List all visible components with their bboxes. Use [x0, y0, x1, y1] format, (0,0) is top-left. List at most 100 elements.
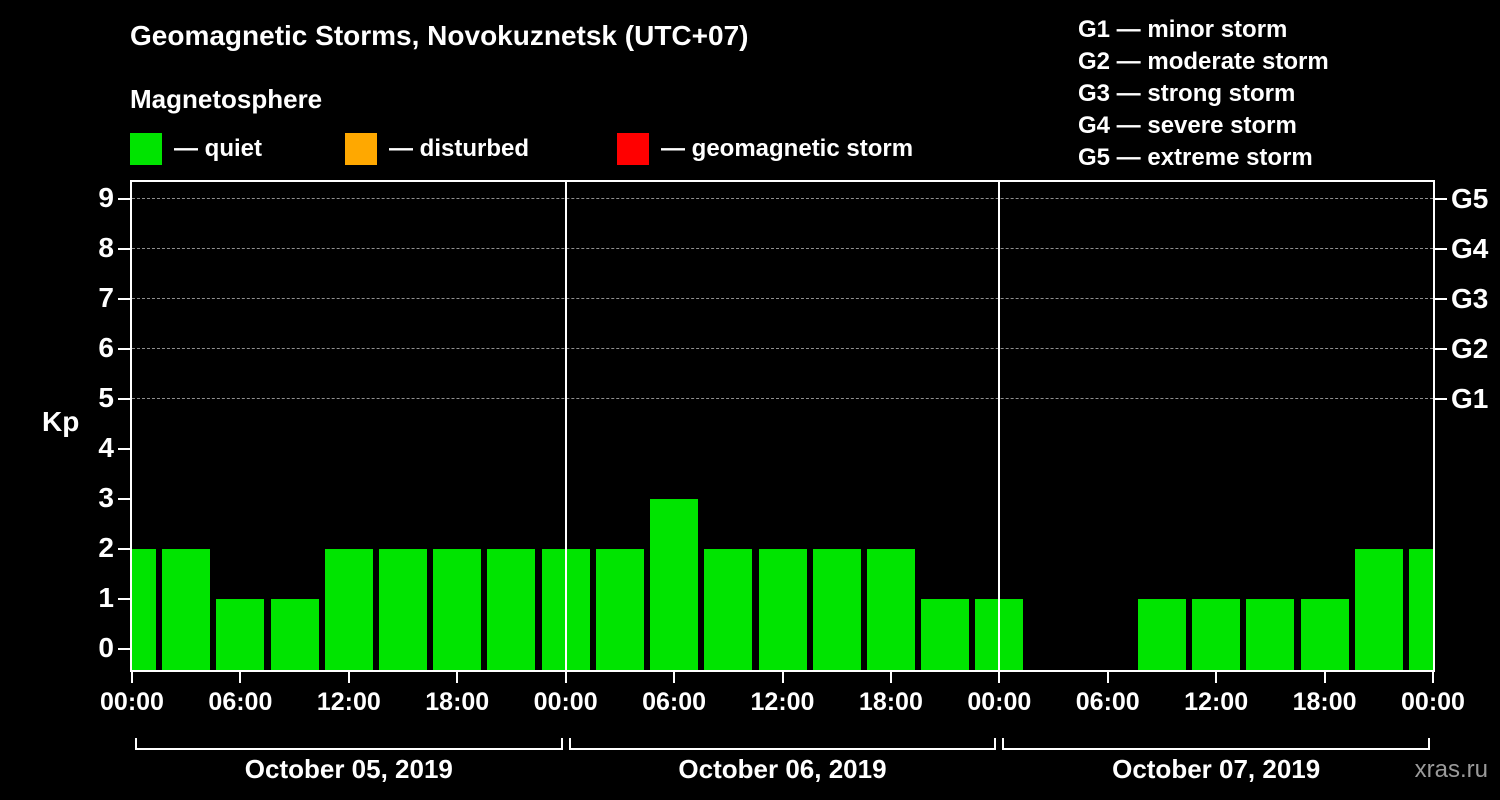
g-level-label: G3: [1451, 283, 1489, 315]
kp-bar: [433, 549, 482, 670]
y-tick: [118, 348, 130, 351]
x-tick: [239, 672, 242, 683]
kp-bar: [1246, 599, 1295, 670]
x-tick-label: 00:00: [533, 688, 598, 716]
x-tick-label: 18:00: [858, 688, 923, 716]
kp-bar: [379, 549, 428, 670]
x-tick: [889, 672, 892, 683]
y-tick-label: 5: [98, 382, 114, 414]
kp-bar: [921, 599, 970, 670]
day-divider: [998, 182, 1001, 670]
storm-scale-legend: G1 — minor storm G2 — moderate storm G3 …: [1078, 14, 1329, 174]
storm-scale-g5: G5 — extreme storm: [1078, 144, 1313, 171]
g-level-tick: [1435, 398, 1447, 401]
g-level-label: G5: [1451, 183, 1489, 215]
storm-scale-g2: G2 — moderate storm: [1078, 48, 1329, 75]
g-level-label: G2: [1451, 333, 1489, 365]
kp-bar: [704, 549, 753, 670]
g-level-tick: [1435, 348, 1447, 351]
x-tick: [1215, 672, 1218, 683]
y-tick: [118, 398, 130, 401]
kp-bar: [216, 599, 265, 670]
x-tick-label: 00:00: [967, 688, 1032, 716]
x-tick-label: 12:00: [750, 688, 815, 716]
y-tick-label: 0: [98, 632, 114, 664]
storm-scale-g4: G4 — severe storm: [1078, 112, 1297, 139]
kp-bar: [132, 549, 156, 670]
g-level-label: G4: [1451, 233, 1489, 265]
y-tick: [118, 648, 130, 651]
day-bracket: [568, 738, 997, 750]
x-tick: [781, 672, 784, 683]
day-label: October 07, 2019: [1112, 754, 1321, 784]
kp-bar: [1192, 599, 1241, 670]
day-bracket: [135, 738, 563, 750]
y-tick-label: 9: [98, 182, 114, 214]
quiet-color-swatch: [130, 133, 162, 165]
storm-scale-g1: G1 — minor storm: [1078, 16, 1288, 43]
y-tick-label: 2: [98, 532, 114, 564]
x-tick-label: 12:00: [1184, 688, 1249, 716]
kp-axis-label: Kp: [42, 406, 80, 438]
x-tick: [456, 672, 459, 683]
y-tick: [118, 248, 130, 251]
kp-bar: [595, 549, 644, 670]
legend-item-disturbed: — disturbed: [345, 132, 529, 166]
disturbed-label: — disturbed: [389, 135, 530, 162]
plot-frame: [130, 180, 1435, 672]
kp-bar: [324, 549, 373, 670]
x-tick-label: 06:00: [1075, 688, 1140, 716]
storm-color-swatch: [617, 133, 649, 165]
gridline-G3: [132, 298, 1433, 300]
gridline-G4: [132, 248, 1433, 250]
y-tick: [118, 498, 130, 501]
x-tick: [1323, 672, 1326, 683]
legend-item-storm: — geomagnetic storm: [617, 132, 913, 166]
day-bracket: [1002, 738, 1430, 750]
x-tick: [564, 672, 567, 683]
kp-bar: [812, 549, 861, 670]
chart-subtitle: Magnetosphere: [130, 84, 323, 114]
storm-scale-g3: G3 — strong storm: [1078, 80, 1296, 107]
kp-bar: [162, 549, 211, 670]
x-tick-label: 18:00: [425, 688, 490, 716]
g-level-tick: [1435, 198, 1447, 201]
y-tick-label: 8: [98, 232, 114, 264]
x-tick-label: 00:00: [1401, 688, 1465, 716]
gridline-G5: [132, 198, 1433, 200]
y-tick-label: 1: [98, 582, 114, 614]
x-tick-label: 12:00: [316, 688, 381, 716]
y-tick-label: 4: [98, 432, 114, 464]
kp-bar: [270, 599, 319, 670]
day-label: October 06, 2019: [678, 754, 887, 784]
kp-bar: [1409, 549, 1433, 670]
quiet-label: — quiet: [174, 135, 262, 162]
y-tick-label: 3: [98, 482, 114, 514]
kp-bar: [487, 549, 536, 670]
disturbed-color-swatch: [345, 133, 377, 165]
y-tick: [118, 298, 130, 301]
kp-bar: [1300, 599, 1349, 670]
g-level-label: G1: [1451, 383, 1489, 415]
x-tick-label: 06:00: [208, 688, 273, 716]
x-tick: [347, 672, 350, 683]
y-tick: [118, 448, 130, 451]
y-tick-label: 6: [98, 332, 114, 364]
x-tick-label: 18:00: [1292, 688, 1357, 716]
kp-bar: [1137, 599, 1186, 670]
kp-bar: [650, 499, 699, 670]
gridline-G2: [132, 348, 1433, 350]
x-tick: [1432, 672, 1434, 683]
legend-item-quiet: — quiet: [130, 132, 262, 166]
chart-title: Geomagnetic Storms, Novokuznetsk (UTC+07…: [130, 20, 749, 51]
y-tick: [118, 598, 130, 601]
kp-bar: [866, 549, 915, 670]
x-tick: [998, 672, 1001, 683]
g-level-tick: [1435, 248, 1447, 251]
storm-label: — geomagnetic storm: [661, 135, 914, 162]
x-tick: [131, 672, 133, 683]
x-tick-label: 00:00: [100, 688, 164, 716]
x-tick: [673, 672, 676, 683]
